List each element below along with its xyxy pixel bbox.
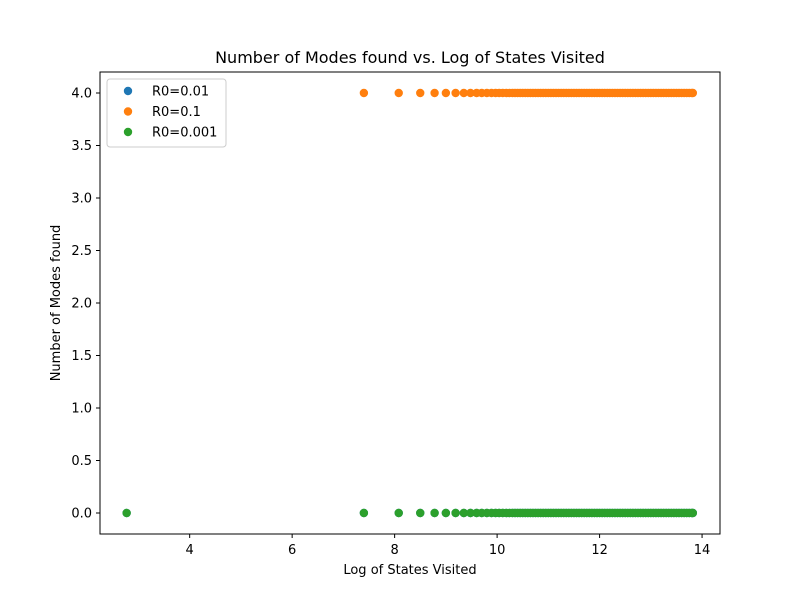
x-tick-label: 6: [288, 543, 296, 558]
scatter-point: [441, 88, 451, 98]
legend: R0=0.01 R0=0.1 R0=0.001: [106, 78, 227, 148]
x-tick-label: 4: [186, 543, 194, 558]
scatter-point: [466, 508, 475, 518]
y-tick-label: 0.0: [71, 507, 92, 522]
chart-title: Number of Modes found vs. Log of States …: [215, 48, 605, 67]
legend-label: R0=0.001: [152, 126, 217, 141]
y-tick-label: 1.0: [71, 402, 92, 417]
plot-area: [122, 88, 698, 518]
scatter-point: [459, 508, 469, 518]
series-R0=0.1: [359, 88, 698, 98]
scatter-point: [451, 88, 460, 98]
y-tick-label: 3.0: [71, 192, 92, 207]
x-axis-label: Log of States Visited: [343, 563, 476, 578]
scatter-point: [466, 88, 475, 98]
series-R0=0.001: [122, 508, 698, 518]
x-tick-label: 8: [390, 543, 398, 558]
legend-marker: [123, 127, 133, 137]
x-tick-label: 12: [591, 543, 608, 558]
legend-marker: [123, 107, 133, 116]
y-tick-label: 4.0: [71, 87, 92, 102]
legend-marker: [123, 86, 133, 96]
x-tick-label: 14: [694, 543, 711, 558]
scatter-point: [416, 508, 425, 518]
scatter-point: [122, 508, 131, 518]
scatter-point: [359, 508, 369, 518]
x-axis: 4 6 8 10 12 14: [186, 534, 711, 558]
y-tick-label: 2.0: [71, 297, 92, 312]
y-axis: 0.0 0.5 1.0 1.5 2.0 2.5 3.0 3.5 4.0: [71, 87, 100, 522]
scatter-point: [459, 88, 469, 98]
scatter-point: [430, 508, 439, 518]
scatter-point: [441, 508, 451, 518]
legend-box: [106, 78, 227, 148]
x-tick-label: 10: [489, 543, 506, 558]
y-tick-label: 1.5: [71, 349, 92, 364]
scatter-point: [688, 508, 698, 518]
scatter-point: [430, 88, 439, 98]
y-tick-label: 2.5: [71, 244, 92, 259]
y-tick-label: 0.5: [71, 454, 92, 469]
scatter-point: [394, 88, 403, 98]
y-axis-label: Number of Modes found: [49, 225, 64, 382]
legend-label: R0=0.1: [152, 105, 201, 120]
scatter-point: [688, 88, 698, 98]
scatter-point: [416, 88, 425, 98]
y-tick-label: 3.5: [71, 139, 92, 154]
scatter-point: [359, 88, 369, 98]
scatter-point: [451, 508, 460, 518]
legend-label: R0=0.01: [152, 85, 209, 100]
scatter-point: [394, 508, 403, 518]
